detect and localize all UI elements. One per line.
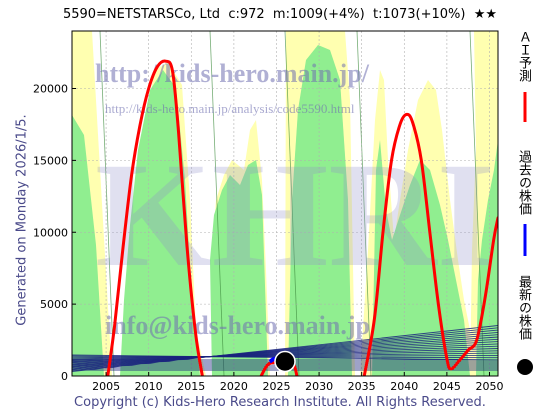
series-lines xyxy=(106,59,498,376)
chart-title: 5590=NETSTARSCo, Ltd c:972 m:1009(+4%) t… xyxy=(62,7,498,22)
x-tick-label: 2035 xyxy=(348,380,376,393)
band-line xyxy=(72,329,498,370)
y-tick-label: 15000 xyxy=(33,154,68,167)
generated-date: Generated on Monday 2026/1/5. xyxy=(14,114,30,326)
green-band xyxy=(288,45,352,376)
band-edge-line xyxy=(284,31,300,376)
x-tick-label: 2010 xyxy=(135,380,163,393)
plot-frame xyxy=(71,30,499,377)
band-edge-line xyxy=(356,31,372,376)
green-band xyxy=(210,160,268,376)
y-tick-label: 20000 xyxy=(33,83,68,96)
band-line xyxy=(72,327,498,371)
y-tick-label: 0 xyxy=(61,370,68,383)
copyright-footer: Copyright (c) Kids-Hero Research Institu… xyxy=(74,395,486,410)
x-tick-label: 2030 xyxy=(305,380,333,393)
x-tick-label: 2005 xyxy=(92,380,120,393)
x-tick-label: 2015 xyxy=(177,380,205,393)
x-tick-label: 2040 xyxy=(390,380,418,393)
latest-price-marker xyxy=(274,350,296,373)
legend xyxy=(517,92,533,375)
legend-mark-latest xyxy=(517,359,533,375)
green-band xyxy=(372,140,470,376)
x-tick-label: 2045 xyxy=(433,380,461,393)
watermark-analysis-url: http://kids-hero.main.jp/analysis/code55… xyxy=(105,101,355,116)
watermark-url: http://kids-hero.main.jp/ xyxy=(95,59,370,88)
legend-label-ai: ＡＩ予測 xyxy=(516,30,531,82)
x-tick-label: 2020 xyxy=(220,380,248,393)
y-tick-label: 10000 xyxy=(33,226,68,239)
x-tick-label: 2025 xyxy=(262,380,290,393)
x-tick-label: 2050 xyxy=(475,380,503,393)
y-tick-label: 5000 xyxy=(40,298,68,311)
axes: 2005 2010 2015 2020 2025 2030 2035 2040 2045 2050… xyxy=(33,30,503,393)
watermark-email: info@kids-hero.main.jp xyxy=(105,311,370,340)
legend-label-past: 過去の株価 xyxy=(516,150,531,215)
band-edge-line xyxy=(99,31,115,376)
ai-forecast-line xyxy=(362,112,498,376)
green-band xyxy=(72,115,104,376)
legend-label-latest: 最新の株価 xyxy=(516,275,531,340)
ai-forecast-line xyxy=(106,59,204,376)
